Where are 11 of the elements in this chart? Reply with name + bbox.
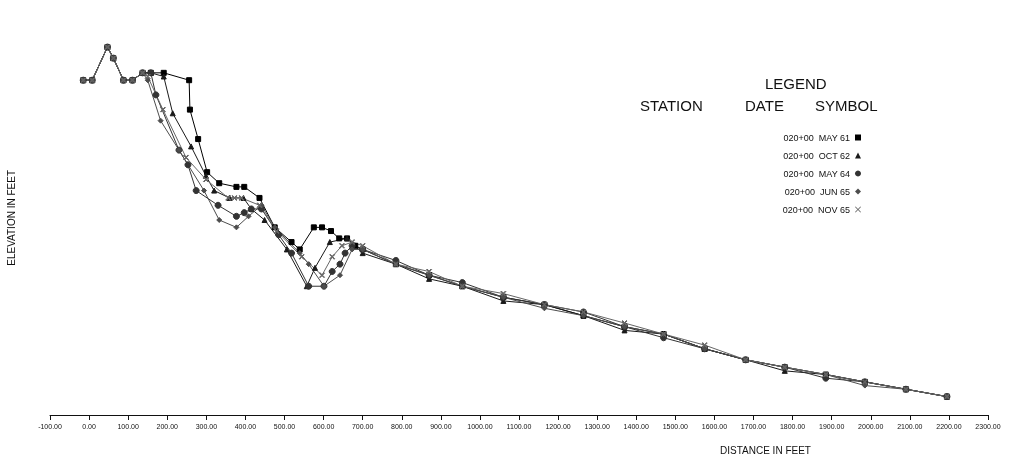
legend-label: 020+00 JUN 65 [784,186,850,197]
x-axis-title: DISTANCE IN FEET [720,444,811,456]
legend-title: LEGEND [765,75,827,92]
legend-label: 020+00 MAY 64 [783,168,850,179]
legend-label: 020+00 MAY 61 [783,132,850,143]
legend-label: 020+00 OCT 62 [783,150,850,161]
legend-label: 020+00 NOV 65 [782,204,850,215]
annotation: DATE [745,97,784,114]
y-axis-title: ELEVATION IN FEET [5,169,17,266]
annotation: SYMBOL [815,97,878,114]
annotation: STATION [640,97,703,114]
